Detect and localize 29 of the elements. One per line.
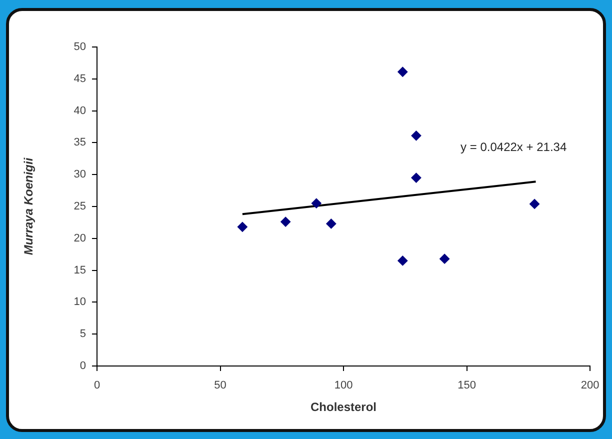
y-tick-label: 50	[74, 41, 86, 54]
point	[530, 198, 540, 209]
point	[440, 254, 450, 264]
point	[311, 198, 322, 208]
y-tick-label: 35	[74, 136, 86, 149]
y-tick-label: 20	[74, 232, 86, 244]
point	[326, 218, 336, 229]
point	[280, 216, 291, 227]
y-tick-label: 40	[74, 104, 86, 117]
y-tick-label: 25	[74, 200, 86, 213]
y-tick-label: 45	[74, 72, 86, 85]
x-tick-label: 0	[94, 380, 100, 392]
y-tick-label: 0	[80, 360, 86, 372]
point	[411, 172, 422, 183]
y-tick-label: 30	[74, 168, 86, 181]
x-tick-label: 150	[458, 380, 476, 392]
y-tick-label: 15	[74, 264, 86, 276]
y-tick-label: 5	[80, 328, 86, 340]
y-tick-label: 10	[74, 296, 86, 308]
x-tick-label: 200	[580, 380, 600, 392]
point	[398, 66, 408, 77]
point	[237, 222, 248, 232]
x-tick-label: 50	[214, 380, 226, 392]
y-axis-title: Murraya Koenigii	[22, 157, 36, 256]
x-tick-label: 100	[334, 380, 353, 392]
point	[398, 256, 408, 266]
x-axis-title: Cholesterol	[310, 400, 377, 414]
annotation: y = 0.0422x + 21.34	[460, 140, 567, 154]
point	[411, 130, 422, 141]
